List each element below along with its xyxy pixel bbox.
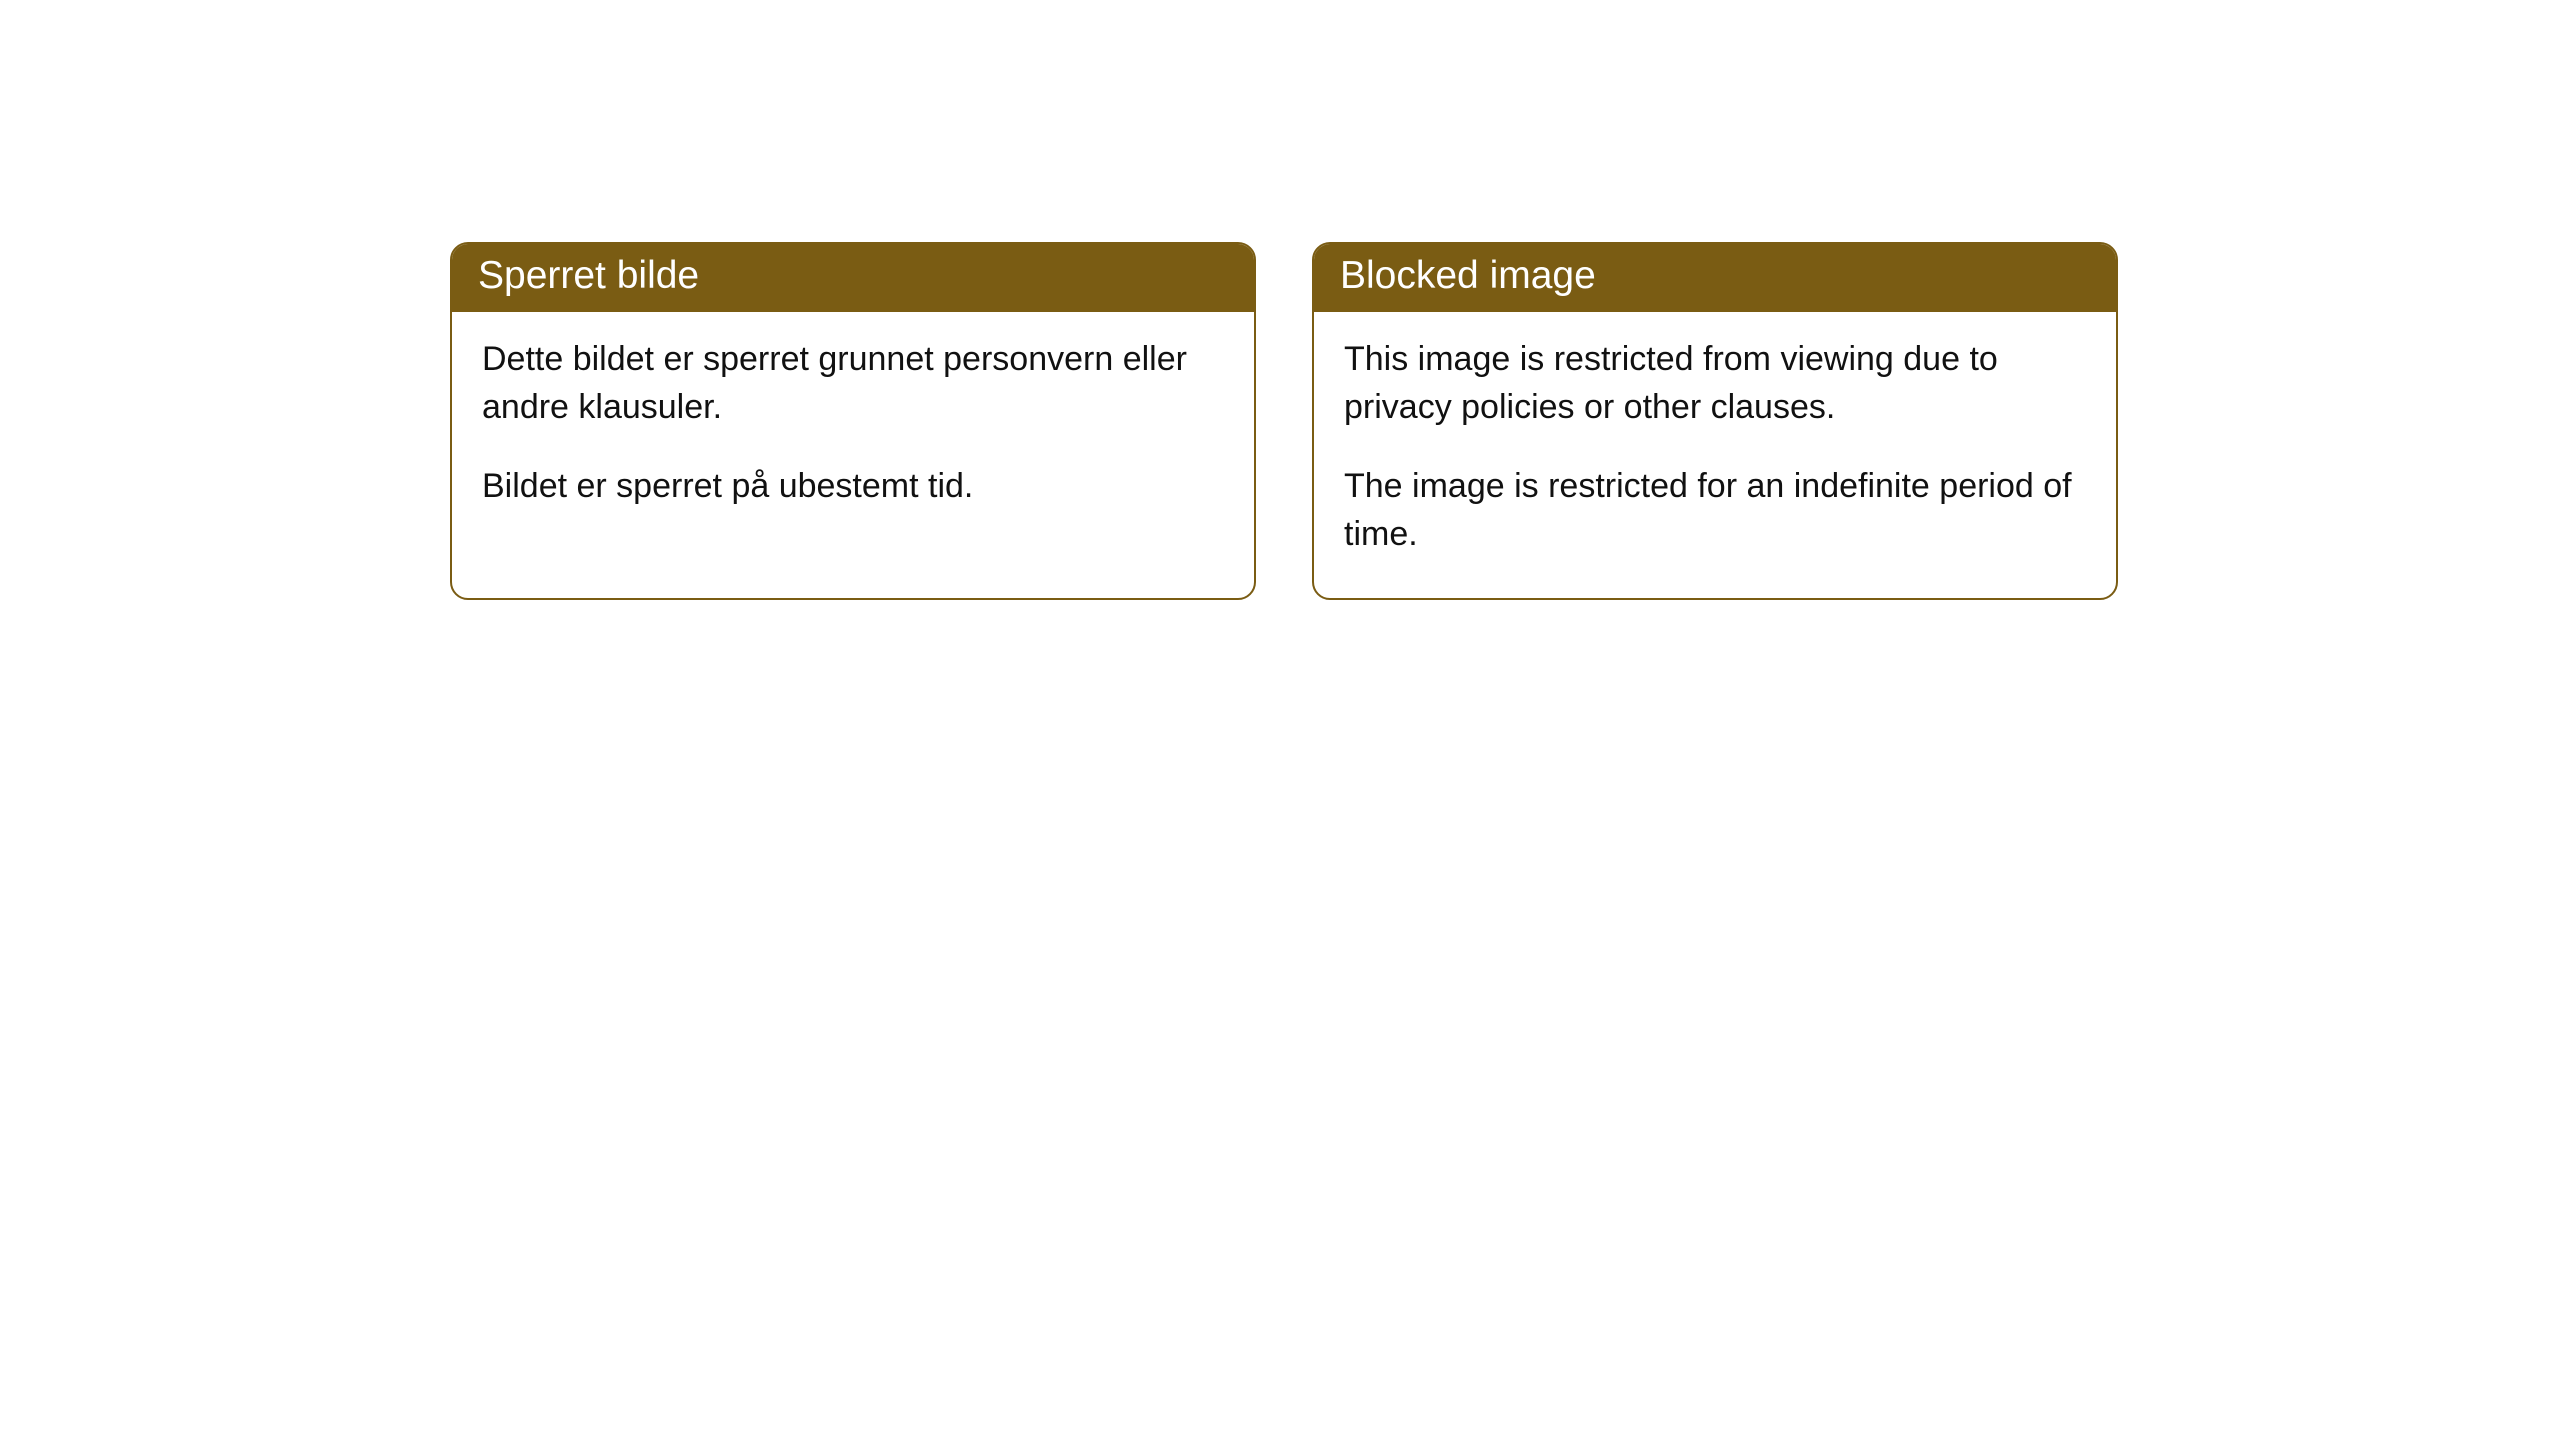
- card-norwegian: Sperret bilde Dette bildet er sperret gr…: [450, 242, 1256, 600]
- cards-container: Sperret bilde Dette bildet er sperret gr…: [0, 0, 2560, 600]
- card-paragraph-2: The image is restricted for an indefinit…: [1344, 463, 2086, 558]
- card-header-english: Blocked image: [1314, 244, 2116, 312]
- card-english: Blocked image This image is restricted f…: [1312, 242, 2118, 600]
- card-paragraph-1: This image is restricted from viewing du…: [1344, 336, 2086, 431]
- card-header-norwegian: Sperret bilde: [452, 244, 1254, 312]
- card-paragraph-1: Dette bildet er sperret grunnet personve…: [482, 336, 1224, 431]
- card-body-norwegian: Dette bildet er sperret grunnet personve…: [452, 312, 1254, 551]
- card-paragraph-2: Bildet er sperret på ubestemt tid.: [482, 463, 1224, 511]
- card-body-english: This image is restricted from viewing du…: [1314, 312, 2116, 598]
